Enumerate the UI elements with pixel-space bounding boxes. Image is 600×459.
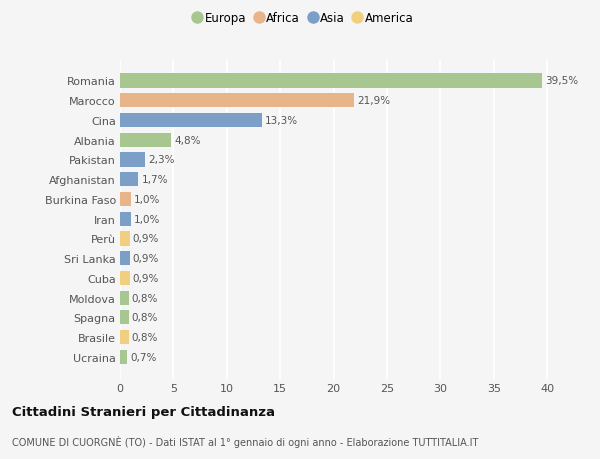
- Bar: [120, 350, 127, 364]
- Text: 0,9%: 0,9%: [133, 234, 159, 244]
- Text: 0,7%: 0,7%: [131, 352, 157, 362]
- Text: 0,8%: 0,8%: [132, 293, 158, 303]
- Bar: [120, 212, 131, 226]
- Bar: [120, 113, 262, 128]
- Text: 13,3%: 13,3%: [265, 116, 298, 126]
- Bar: [120, 133, 171, 147]
- Bar: [120, 271, 130, 285]
- Bar: [120, 94, 354, 108]
- Bar: [120, 173, 138, 187]
- Bar: [120, 153, 145, 167]
- Bar: [120, 330, 128, 344]
- Text: 1,0%: 1,0%: [134, 195, 160, 204]
- Text: 21,9%: 21,9%: [357, 96, 390, 106]
- Text: 1,0%: 1,0%: [134, 214, 160, 224]
- Text: 1,7%: 1,7%: [142, 175, 168, 185]
- Text: 0,8%: 0,8%: [132, 332, 158, 342]
- Text: 2,3%: 2,3%: [148, 155, 174, 165]
- Bar: [120, 192, 131, 207]
- Bar: [120, 311, 128, 325]
- Text: 0,9%: 0,9%: [133, 273, 159, 283]
- Text: Cittadini Stranieri per Cittadinanza: Cittadini Stranieri per Cittadinanza: [12, 405, 275, 419]
- Text: 0,8%: 0,8%: [132, 313, 158, 323]
- Text: 0,9%: 0,9%: [133, 253, 159, 263]
- Legend: Europa, Africa, Asia, America: Europa, Africa, Asia, America: [191, 8, 417, 28]
- Bar: [120, 291, 128, 305]
- Text: 39,5%: 39,5%: [545, 76, 578, 86]
- Text: 4,8%: 4,8%: [175, 135, 201, 146]
- Bar: [120, 74, 542, 88]
- Bar: [120, 232, 130, 246]
- Bar: [120, 252, 130, 266]
- Text: COMUNE DI CUORGNÈ (TO) - Dati ISTAT al 1° gennaio di ogni anno - Elaborazione TU: COMUNE DI CUORGNÈ (TO) - Dati ISTAT al 1…: [12, 435, 478, 447]
